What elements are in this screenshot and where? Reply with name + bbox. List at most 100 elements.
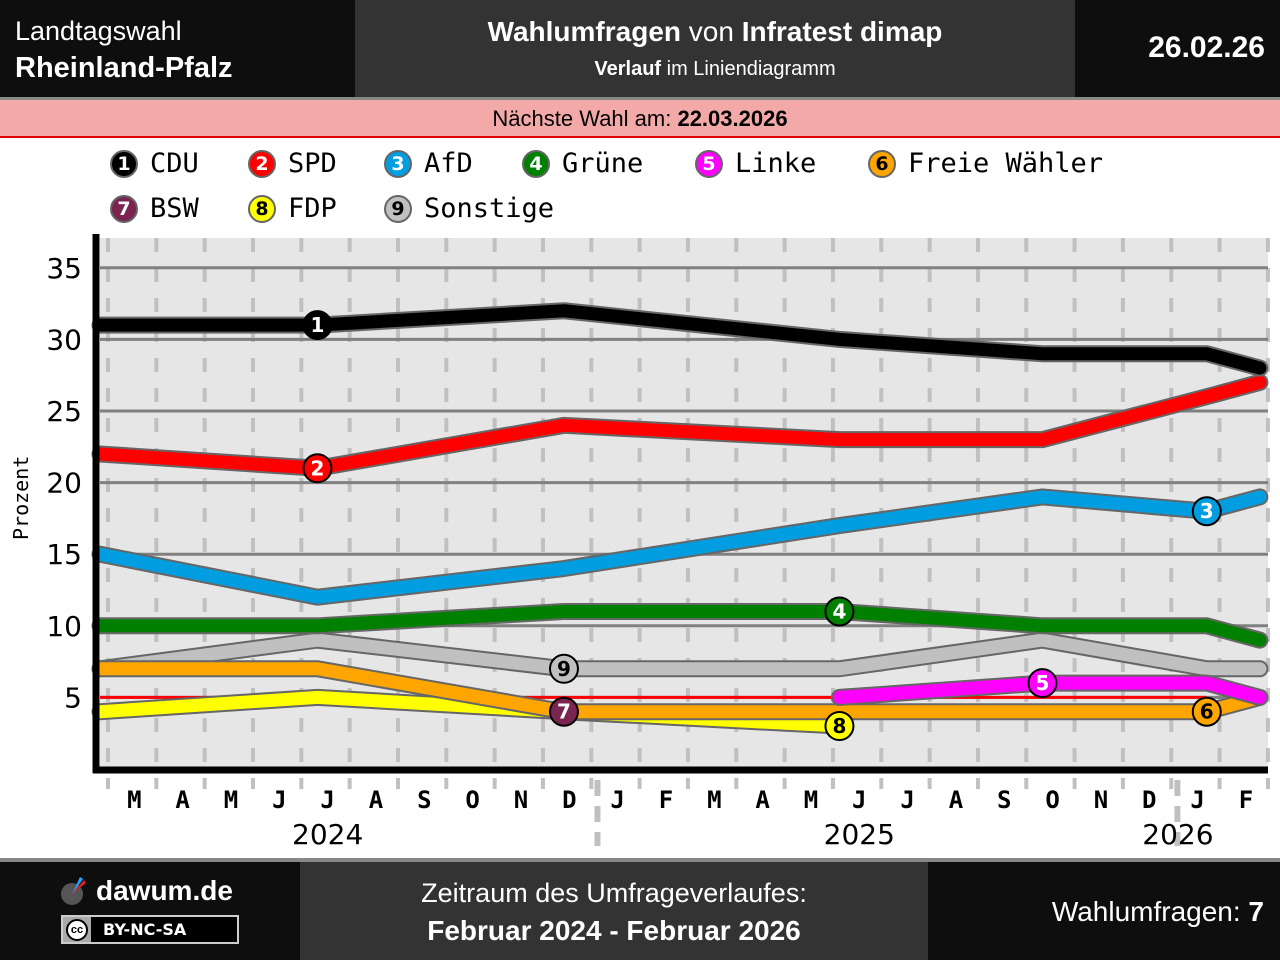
legend-marker-icon: 4: [522, 149, 550, 178]
title-institute: Infratest dimap: [741, 16, 943, 47]
poll-count-label: Wahlumfragen:: [1051, 896, 1249, 927]
legend-label: FDP: [288, 193, 337, 224]
x-month-label: J: [320, 786, 334, 814]
period-label: Zeitraum des Umfrageverlaufes:: [421, 878, 807, 908]
legend-label: AfD: [424, 148, 473, 179]
license-text: BY-NC-SA: [103, 920, 187, 939]
header-date-box: 26.02.26: [1075, 0, 1280, 97]
x-month-label: A: [755, 786, 770, 814]
x-year-label: 2024: [292, 818, 363, 851]
x-month-label: M: [224, 786, 238, 814]
footer-divider: [0, 858, 1280, 862]
legend-marker-icon: 6: [868, 149, 896, 178]
legend-item-sonstige: 9 Sonstige: [384, 193, 554, 224]
header-date: 26.02.26: [1148, 31, 1265, 64]
x-month-label: J: [852, 786, 866, 814]
legend-label: SPD: [288, 148, 337, 179]
license-badge[interactable]: cc BY-NC-SA: [61, 915, 239, 944]
series-marker-spd: [302, 453, 333, 484]
x-month-label: M: [707, 786, 721, 814]
y-tick-label: 35: [46, 252, 82, 285]
x-month-label: S: [997, 786, 1011, 814]
series-marker-label: 3: [1200, 499, 1214, 523]
legend-item-afd: 3 AfD: [384, 148, 473, 179]
x-month-label: J: [610, 786, 624, 814]
legend-marker-icon: 2: [248, 149, 276, 178]
legend-item-bsw: 7 BSW: [110, 193, 199, 224]
series-marker-label: 4: [832, 599, 846, 623]
x-month-label: O: [465, 786, 479, 814]
subtitle-part1: Verlauf: [594, 58, 662, 80]
y-tick-label: 25: [46, 395, 82, 428]
x-month-label: A: [369, 786, 384, 814]
series-marker-label: 6: [1200, 700, 1214, 724]
x-month-label: A: [175, 786, 190, 814]
legend-item-gr-ne: 4 Grüne: [522, 148, 643, 179]
x-month-label: J: [272, 786, 286, 814]
header-election: Landtagswahl Rheinland-Pfalz: [0, 0, 355, 97]
page-subtitle: Verlauf im Liniendiagramm: [355, 58, 1075, 81]
header: Landtagswahl Rheinland-Pfalz Wahlumfrage…: [0, 0, 1280, 97]
brand-name: dawum.de: [96, 875, 233, 906]
y-tick-label: 20: [46, 467, 82, 500]
x-month-label: F: [1239, 786, 1253, 814]
legend-item-spd: 2 SPD: [248, 148, 337, 179]
series-marker-bsw: [548, 696, 579, 727]
dawum-logo-icon: [61, 877, 86, 905]
series-marker-label: 9: [557, 657, 571, 681]
period-value: Februar 2024 - Februar 2026: [427, 915, 801, 946]
x-month-label: F: [659, 786, 673, 814]
y-tick-label: 30: [46, 323, 82, 356]
x-month-label: A: [949, 786, 964, 814]
legend-item-linke: 5 Linke: [695, 148, 816, 179]
footer-count: Wahlumfragen: 7: [928, 862, 1280, 960]
brand-link[interactable]: dawum.de: [60, 875, 233, 907]
series-marker-label: 7: [557, 700, 571, 724]
x-month-label: S: [417, 786, 431, 814]
next-election-label: Nächste Wahl am:: [492, 106, 678, 131]
x-year-label: 2025: [824, 818, 895, 851]
series-marker-cdu: [302, 310, 333, 341]
series-marker-afd: [1191, 496, 1222, 527]
next-election-bar: Nächste Wahl am: 22.03.2026: [0, 100, 1280, 138]
subtitle-part2: im Liniendiagramm: [661, 58, 836, 80]
legend-marker-icon: 7: [110, 194, 138, 223]
x-month-label: M: [127, 786, 141, 814]
x-year-label: 2026: [1142, 818, 1213, 851]
series-marker-fdp: [824, 711, 855, 742]
x-month-label: O: [1045, 786, 1059, 814]
cc-icon: cc: [63, 917, 91, 942]
y-tick-label: 15: [46, 538, 82, 571]
legend-marker-icon: 8: [248, 194, 276, 223]
header-title: Wahlumfragen von Infratest dimap Verlauf…: [355, 0, 1075, 97]
header-divider: [0, 97, 1280, 100]
legend-label: Freie Wähler: [908, 148, 1104, 179]
x-month-label: J: [900, 786, 914, 814]
x-month-label: N: [1094, 786, 1108, 814]
x-month-label: D: [562, 786, 576, 814]
y-tick-label: 5: [64, 681, 82, 714]
legend-marker-icon: 3: [384, 149, 412, 178]
page-title: Wahlumfragen von Infratest dimap: [355, 16, 1075, 48]
series-marker-sonstige: [548, 653, 579, 684]
x-month-label: M: [804, 786, 818, 814]
y-tick-label: 10: [46, 610, 82, 643]
series-line-linke: [832, 676, 1267, 704]
legend-marker-icon: 5: [695, 149, 723, 178]
title-part2: von: [681, 16, 742, 47]
poll-count-value: 7: [1248, 896, 1264, 927]
series-marker-label: 5: [1035, 671, 1049, 695]
chart-legend: 1 CDU 2 SPD 3 AfD 4 Grüne 5 Linke 6 Freie Wähler 7 BS…: [0, 140, 1280, 235]
footer-period: Zeitraum des Umfrageverlaufes: Februar 2…: [300, 862, 928, 960]
series-line-sonstige: [93, 633, 1267, 676]
legend-item-freie-w-hler: 6 Freie Wähler: [868, 148, 1103, 179]
election-type: Landtagswahl: [15, 16, 182, 46]
series-marker-label: 2: [311, 456, 325, 480]
legend-label: CDU: [150, 148, 199, 179]
series-marker-freie-w-hler: [1191, 696, 1222, 727]
legend-item-cdu: 1 CDU: [110, 148, 199, 179]
legend-marker-icon: 1: [110, 149, 138, 178]
legend-label: Grüne: [562, 148, 644, 179]
legend-label: Linke: [735, 148, 817, 179]
